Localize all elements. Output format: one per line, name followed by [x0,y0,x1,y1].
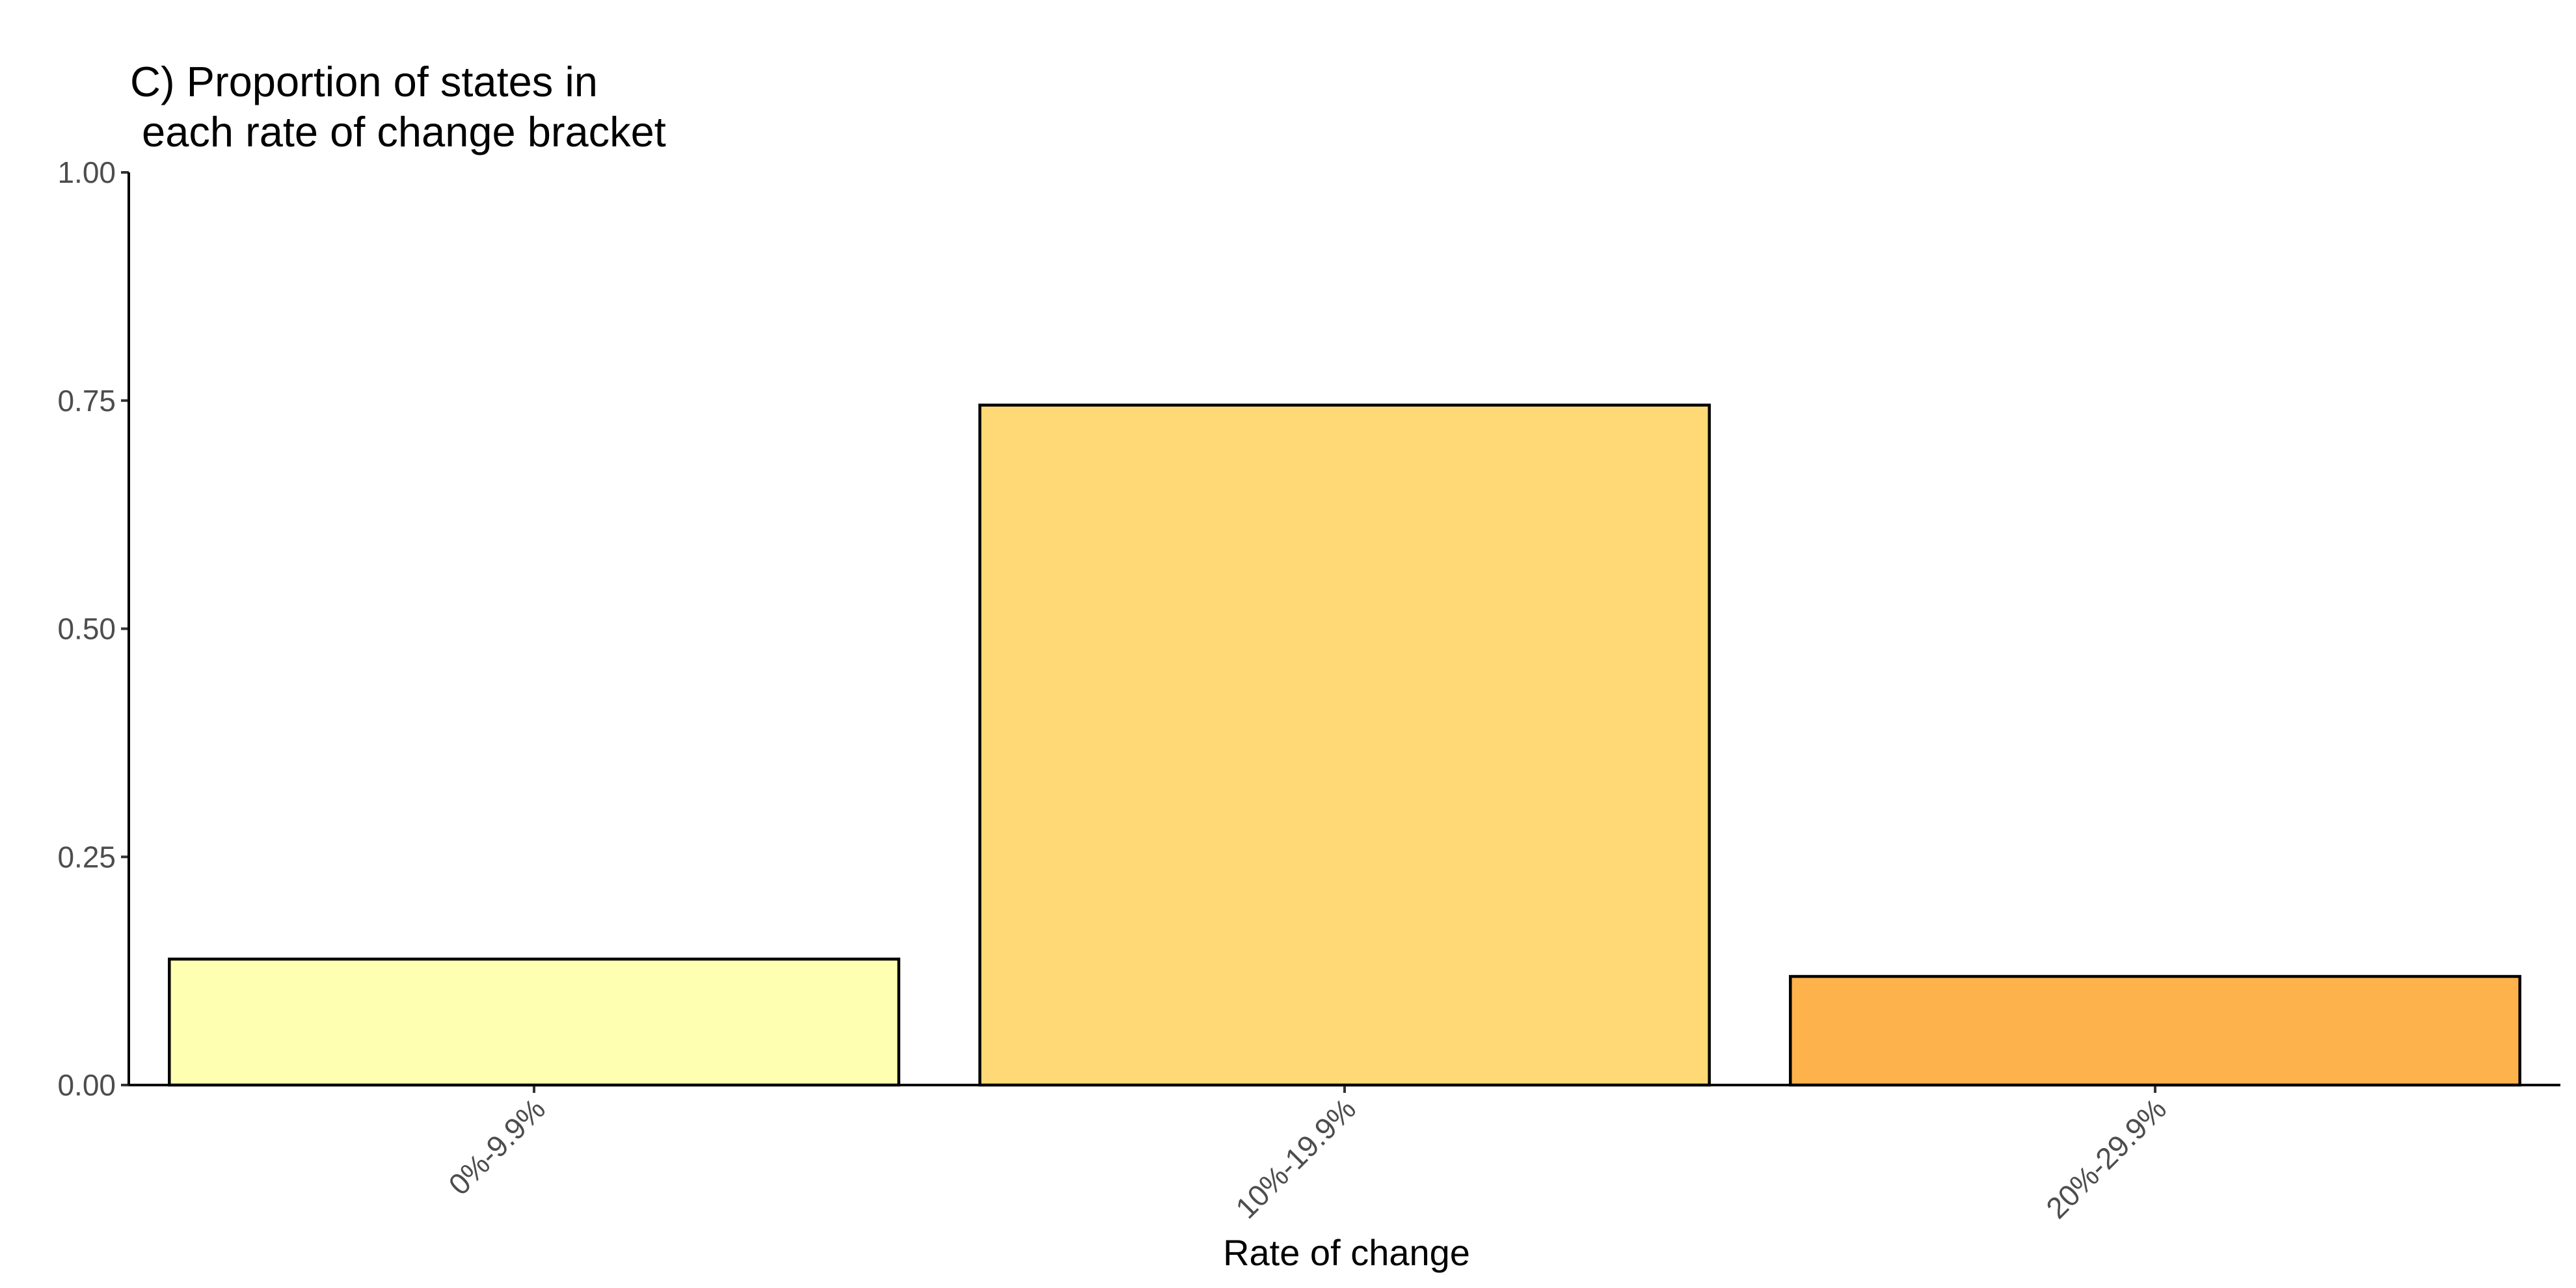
y-tick-label: 0.25 [57,840,116,874]
y-axis-ticks: 0.00 0.25 0.50 0.75 1.00 [57,155,129,1102]
x-tick-label: 20%-29.9% [2039,1092,2173,1225]
bar-1 [168,958,900,1087]
bar-3 [1789,974,2521,1087]
x-tick-label: 10%-19.9% [1229,1092,1362,1225]
chart-title-line-1: C) Proportion of states in [130,58,598,105]
y-tick-label: 1.00 [57,155,116,189]
y-tick-label: 0.50 [57,612,116,646]
chart-title-line-2: each rate of change bracket [130,108,666,155]
bar-2 [978,403,1711,1087]
x-axis-ticks: 0%-9.9% 10%-19.9% 20%-29.9% [442,1085,2173,1225]
bars-group [168,403,2521,1087]
x-axis-title: Rate of change [1223,1232,1470,1273]
y-tick-label: 0.00 [57,1068,116,1102]
y-tick-label: 0.75 [57,384,116,418]
x-tick-label: 0%-9.9% [442,1092,552,1201]
